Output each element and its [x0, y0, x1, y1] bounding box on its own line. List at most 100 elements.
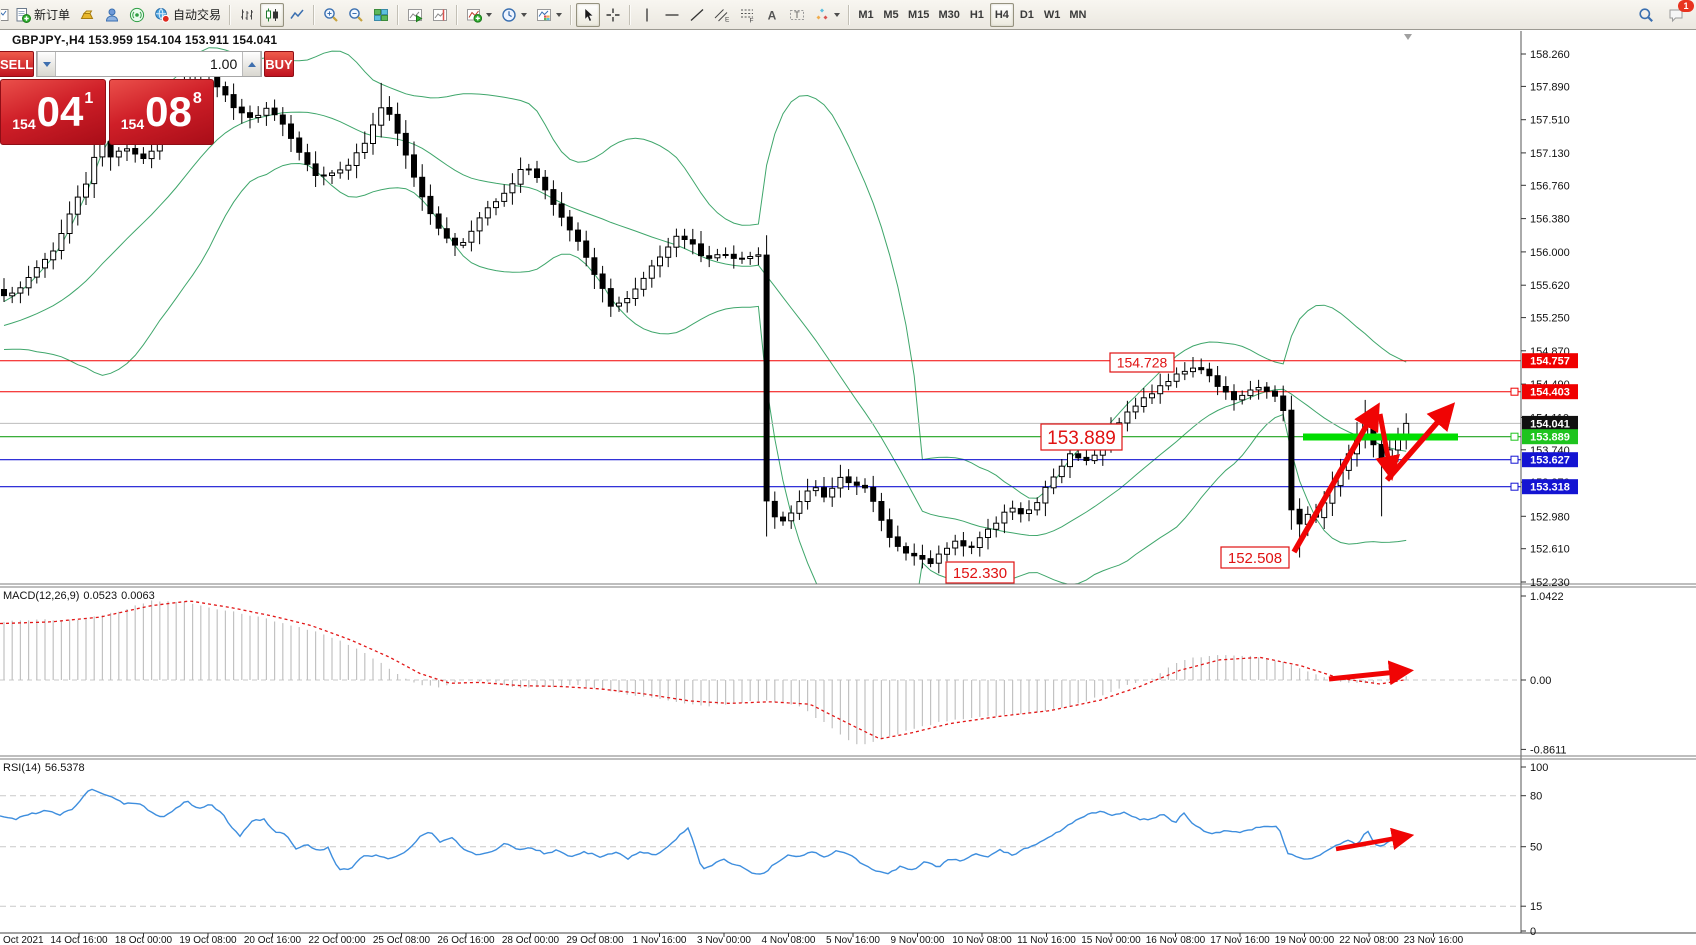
trend-arrow-3[interactable]	[1384, 402, 1456, 482]
line-handle[interactable]	[1510, 482, 1519, 491]
candles-icon	[264, 7, 280, 23]
price-annotation[interactable]: 152.508	[1220, 546, 1290, 569]
search-icon	[1638, 7, 1654, 23]
price-annotation[interactable]: 152.330	[945, 561, 1015, 584]
trend-arrow-2[interactable]	[1375, 413, 1401, 481]
pane-splitter[interactable]	[0, 755, 1696, 760]
timeframe-m1-button[interactable]: M1	[854, 3, 878, 27]
time-tick-label: 19 Oct 08:00	[179, 935, 237, 945]
profile-button[interactable]	[100, 3, 124, 27]
tile-windows-button[interactable]	[369, 3, 393, 27]
volume-decrease-button[interactable]	[37, 52, 57, 76]
line-handle[interactable]	[1510, 432, 1519, 441]
notifications-button[interactable]: 1	[1664, 0, 1694, 27]
zoom-out-button[interactable]	[344, 3, 368, 27]
buy-button[interactable]: BUY	[264, 51, 294, 77]
indicators-button[interactable]	[462, 3, 496, 27]
timeframe-mn-button[interactable]: MN	[1065, 3, 1090, 27]
channel-icon: E	[714, 7, 730, 23]
time-axis[interactable]: Oct 2021 14 Oct 16:00 18 Oct 00:00 19 Oct 0…	[3, 933, 1464, 945]
time-tick-label: 26 Oct 16:00	[437, 935, 495, 945]
macd-value-main: 0.0523	[83, 590, 118, 602]
timeframe-h1-button[interactable]: H1	[965, 3, 989, 27]
time-tick-label: 16 Nov 08:00	[1146, 935, 1206, 945]
svg-text:153.889: 153.889	[1530, 432, 1570, 444]
toolbar-separator	[313, 4, 316, 25]
gold-button[interactable]	[75, 3, 99, 27]
timeframe-m5-button[interactable]: M5	[879, 3, 903, 27]
timeframe-d1-button[interactable]: D1	[1015, 3, 1039, 27]
clipped-chart-button[interactable]	[0, 3, 10, 27]
rsi-arrow[interactable]	[1335, 827, 1415, 852]
new-order-label: 新订单	[34, 8, 71, 22]
notification-badge: 1	[1678, 0, 1694, 12]
text-button[interactable]: A	[760, 3, 784, 27]
price-annotation[interactable]: 154.728	[1109, 352, 1175, 373]
trendline-button[interactable]	[685, 3, 709, 27]
timeframe-m15-button[interactable]: M15	[904, 3, 933, 27]
text-label-button[interactable]: T	[785, 3, 809, 27]
chart-clipped-icon	[1, 7, 9, 23]
price-tick-label: 157.510	[1530, 115, 1570, 127]
price-axis[interactable]: 158.260 157.890 157.510 157.130 156.760 156.3…	[1510, 49, 1578, 938]
line-handle[interactable]	[1510, 387, 1519, 396]
buy-price-box[interactable]: 154 08 8	[108, 79, 214, 145]
macd-pane[interactable]	[0, 600, 1521, 745]
vertical-line-button[interactable]	[635, 3, 659, 27]
volume-increase-button[interactable]	[242, 52, 262, 76]
line-chart-button[interactable]	[285, 3, 309, 27]
timeframe-m30-button[interactable]: M30	[934, 3, 963, 27]
pane-splitter[interactable]	[0, 583, 1696, 588]
buy-price-pip: 8	[192, 90, 202, 107]
templates-button[interactable]	[532, 3, 566, 27]
macd-name: MACD(12,26,9)	[3, 590, 80, 602]
trend-arrow-1[interactable]	[1291, 402, 1380, 554]
sell-price-box[interactable]: 154 04 1	[0, 79, 106, 145]
sell-button[interactable]: SELL	[0, 51, 35, 77]
rsi-pane[interactable]	[0, 788, 1521, 907]
time-tick-label: 20 Oct 16:00	[244, 935, 302, 945]
main-price-pane[interactable]: 154.728 153.889 152.508 152.330	[0, 47, 1521, 649]
support-zone-bar[interactable]	[1303, 433, 1458, 441]
svg-text:F: F	[750, 17, 754, 23]
svg-text:153.627: 153.627	[1530, 455, 1570, 467]
chart-shift-marker-icon[interactable]	[1404, 34, 1412, 40]
arrows-tool-button[interactable]	[810, 3, 844, 27]
equidistant-channel-button[interactable]: E	[710, 3, 734, 27]
cursor-button[interactable]	[576, 2, 601, 27]
new-order-button[interactable]: 新订单	[11, 3, 74, 27]
macd-arrow[interactable]	[1328, 660, 1414, 686]
zoom-in-button[interactable]	[319, 3, 343, 27]
auto-scroll-button[interactable]	[403, 3, 427, 27]
cursor-icon	[580, 7, 596, 23]
svg-text:153.889: 153.889	[1047, 428, 1116, 449]
bar-chart-button[interactable]	[235, 3, 259, 27]
broadcast-button[interactable]	[125, 3, 149, 27]
time-tick-label: 5 Nov 16:00	[826, 935, 880, 945]
search-button[interactable]	[1634, 3, 1658, 27]
periods-icon	[501, 7, 517, 23]
price-tick-label: 157.890	[1530, 81, 1570, 93]
buy-price-prefix: 154	[120, 116, 145, 132]
autotrade-button[interactable]: 自动交易	[150, 3, 225, 27]
price-annotation[interactable]: 153.889	[1040, 423, 1123, 451]
volume-input[interactable]	[56, 52, 243, 76]
horizontal-line-button[interactable]	[660, 3, 684, 27]
timeframe-h4-button[interactable]: H4	[989, 2, 1014, 27]
chart-shift-button[interactable]	[428, 3, 452, 27]
timeframe-w1-button[interactable]: W1	[1040, 3, 1065, 27]
bollinger-upper-band	[3, 47, 1407, 499]
rsi-value: 56.5378	[44, 762, 85, 774]
candlestick-chart-button[interactable]	[260, 2, 285, 27]
svg-text:E: E	[725, 16, 730, 23]
rsi-indicator-label: RSI(14) 56.5378	[3, 762, 89, 774]
periods-button[interactable]	[497, 3, 531, 27]
crosshair-button[interactable]	[601, 3, 625, 27]
new-order-icon	[15, 7, 31, 23]
price-tick-label: 152.610	[1530, 544, 1570, 556]
line-handle[interactable]	[1510, 455, 1519, 464]
fibonacci-button[interactable]: F	[735, 3, 759, 27]
rsi-tick-label: 15	[1530, 901, 1542, 913]
